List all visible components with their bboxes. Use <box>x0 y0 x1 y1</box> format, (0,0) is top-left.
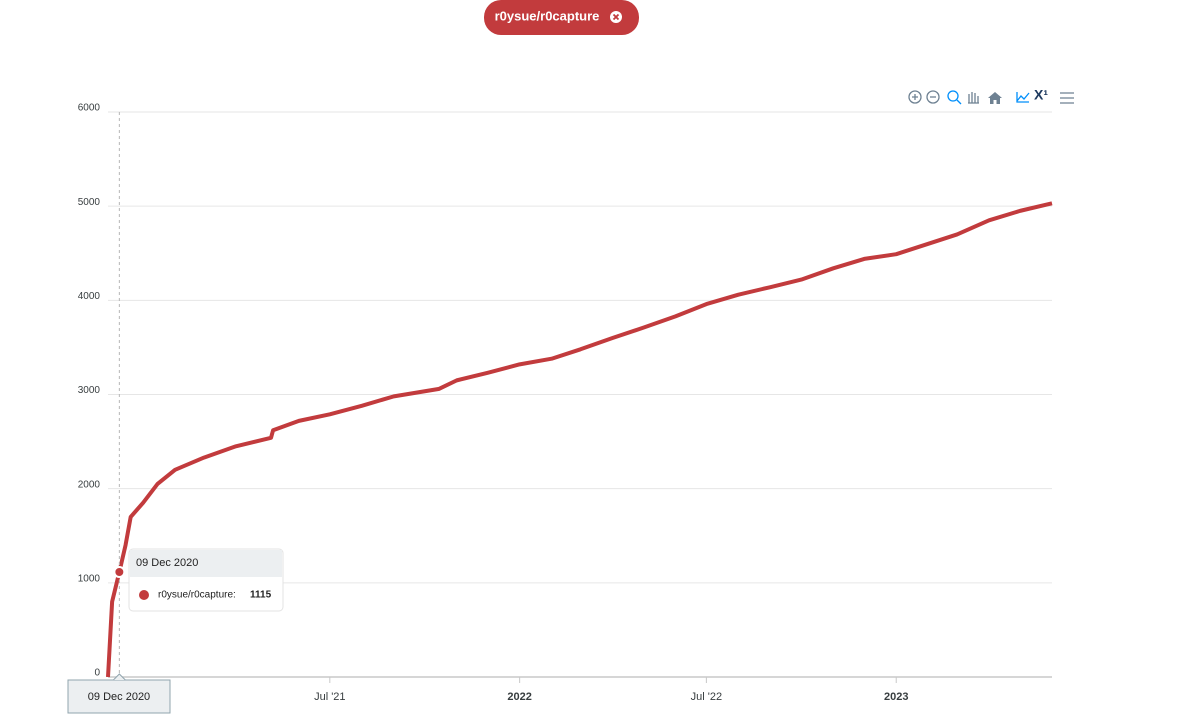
series-line <box>106 201 1053 678</box>
legend-label[interactable]: r0ysue/r0capture <box>495 8 600 23</box>
x-tick-label: 2022 <box>507 691 531 703</box>
tooltip-header-bg <box>130 550 282 577</box>
tooltip: 09 Dec 2020 r0ysue/r0capture: 1115 <box>128 548 284 612</box>
x-tick-label: 2023 <box>884 691 908 703</box>
reset[interactable] <box>988 92 1002 104</box>
tooltip-date: 09 Dec 2020 <box>136 557 198 569</box>
zoom-out[interactable] <box>926 90 940 104</box>
y-tick-label: 3000 <box>78 385 101 396</box>
y-tick-label: 0 <box>94 668 100 679</box>
zoom-in[interactable] <box>908 90 922 104</box>
tooltip-value: 1115 <box>250 590 272 601</box>
y-tick-label: 5000 <box>78 197 101 208</box>
x-crosshair-label: 09 Dec 2020 <box>88 691 150 703</box>
x-crosshair-arrow <box>112 673 126 681</box>
hover-point <box>113 566 126 579</box>
legend-pill[interactable]: r0ysue/r0capture <box>484 0 639 35</box>
y-tick-label: 1000 <box>78 573 101 584</box>
tooltip-label: r0ysue/r0capture: <box>158 590 236 601</box>
tooltip-marker <box>139 590 149 600</box>
y-tick-label: 4000 <box>78 291 101 302</box>
y-tick-label: 6000 <box>78 103 101 114</box>
zoom-select[interactable] <box>947 90 962 105</box>
menu[interactable] <box>1060 92 1074 104</box>
line-icon[interactable] <box>1016 92 1030 103</box>
plot: 0 1000 2000 3000 4000 5000 6000 Jul '21 2022 Jul … <box>67 103 1053 714</box>
x-tick-label: Jul '22 <box>691 691 722 703</box>
toolbar: X¹ <box>908 87 1074 105</box>
legend-close-x <box>612 13 620 21</box>
legend-pill-bg[interactable] <box>484 0 639 35</box>
y-tick-label: 2000 <box>78 479 101 490</box>
x-tick-label: Jul '21 <box>314 691 345 703</box>
log-toggle[interactable]: X¹ <box>1034 87 1048 103</box>
pan[interactable] <box>968 92 979 104</box>
